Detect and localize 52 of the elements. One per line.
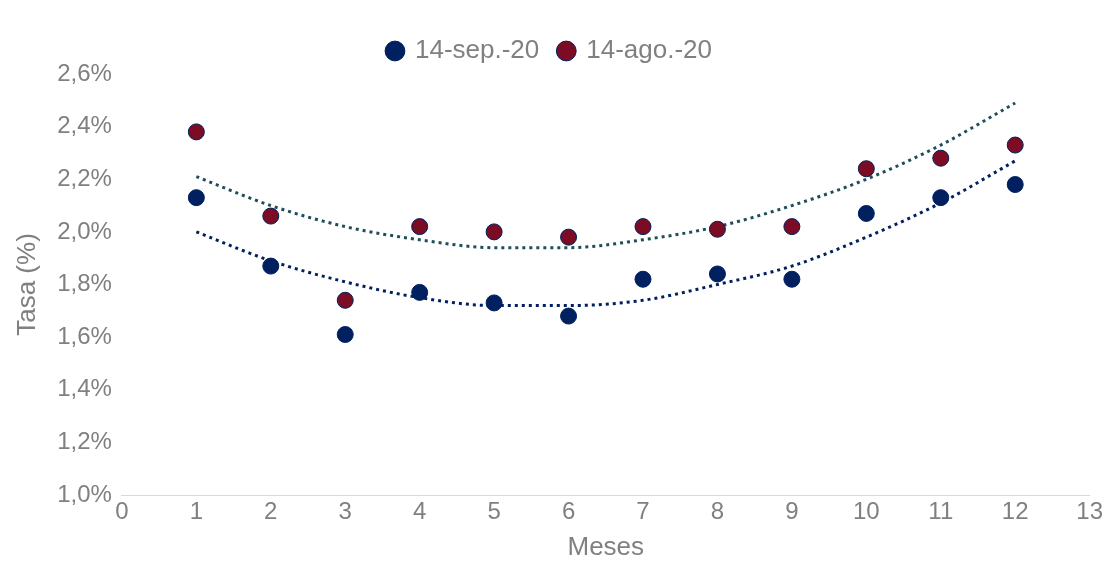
x-tick-label: 8	[710, 497, 725, 525]
x-tick-label: 4	[412, 497, 427, 525]
y-tick-label: 2,6%	[57, 58, 112, 86]
point	[411, 218, 429, 236]
x-tick-label: 0	[115, 497, 129, 525]
point	[708, 220, 726, 238]
x-tick-label: 7	[636, 497, 650, 525]
x-tick-label: 10	[852, 497, 880, 525]
point	[262, 257, 280, 275]
point	[857, 160, 875, 178]
x-tick-label: 5	[487, 497, 501, 525]
point	[634, 218, 652, 236]
point	[932, 189, 950, 207]
y-tick-label: 1,6%	[57, 321, 112, 349]
y-tick-label: 2,0%	[57, 216, 112, 244]
x-tick-label: 6	[561, 497, 576, 525]
point	[783, 270, 801, 288]
point	[411, 283, 429, 301]
x-tick-label: 2	[264, 497, 278, 525]
point	[783, 218, 801, 236]
point	[485, 294, 503, 312]
x-tick-label: 9	[785, 497, 799, 525]
y-axis-title: Tasa (%)	[10, 233, 41, 336]
point	[336, 291, 354, 309]
x-tick-label: 1	[189, 497, 204, 525]
y-tick-label: 1,2%	[57, 427, 112, 454]
y-tick-label: 1,8%	[57, 269, 112, 297]
y-tick-label: 2,2%	[57, 163, 112, 191]
point	[187, 189, 205, 207]
y-tick-label: 2,4%	[57, 111, 112, 139]
x-axis-title: Meses	[567, 530, 645, 561]
point	[708, 265, 726, 283]
point	[560, 228, 578, 246]
x-tick-label: 12	[1001, 497, 1029, 525]
point	[932, 149, 950, 167]
legend-label: 14-sep.-20	[414, 34, 540, 65]
point	[1006, 136, 1024, 154]
point	[262, 207, 280, 225]
x-tick-label: 13	[1076, 497, 1103, 525]
point	[485, 223, 503, 241]
point	[336, 325, 354, 343]
point	[560, 307, 578, 325]
legend-label: 14-ago.-20	[586, 34, 713, 65]
point	[1006, 176, 1024, 194]
point	[634, 270, 652, 288]
line-series	[194, 101, 1017, 250]
x-tick-label: 3	[338, 497, 352, 525]
point	[187, 123, 205, 141]
y-tick-label: 1,4%	[57, 374, 112, 402]
x-tick-label: 11	[928, 497, 954, 525]
y-tick-label: 1,0%	[57, 479, 112, 507]
point	[857, 204, 875, 222]
